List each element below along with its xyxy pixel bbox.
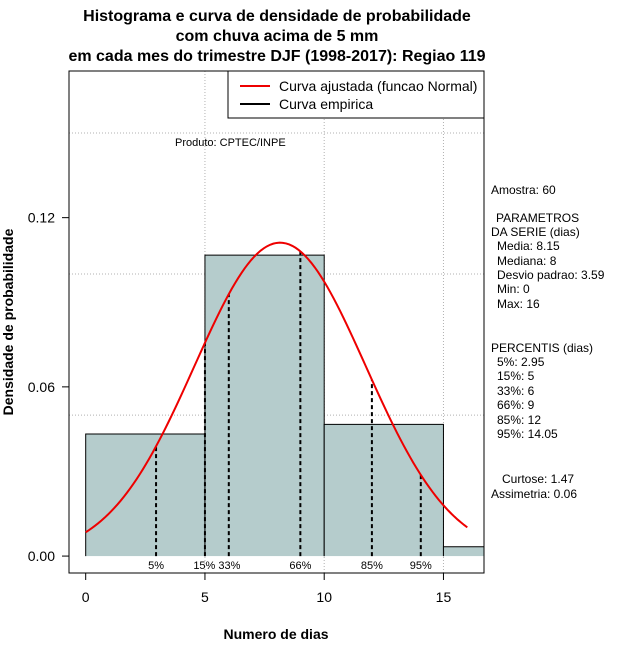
percentile-label: 5% xyxy=(148,560,164,572)
stat-curtose: Curtose: 1.47 xyxy=(502,472,574,486)
x-tick-label: 10 xyxy=(316,589,332,605)
percentile-label: 95% xyxy=(410,560,432,572)
x-tick-label: 5 xyxy=(201,589,209,605)
histogram-bar xyxy=(204,255,325,557)
y-tick-label: 0.06 xyxy=(28,379,55,395)
percentile-label: 15% 33% xyxy=(193,560,240,572)
stat-param-header-1: PARAMETROS xyxy=(496,211,579,225)
stat-perc-header: PERCENTIS (dias) xyxy=(491,341,593,355)
stat-p33: 33%: 6 xyxy=(497,384,535,398)
percentile-labels-layer: 5% 15% 33% 66% 85% 95% xyxy=(148,560,432,572)
stat-amostra: Amostra: 60 xyxy=(491,183,556,197)
stat-media: Media: 8.15 xyxy=(497,239,560,253)
percentile-label: 85% xyxy=(361,560,383,572)
product-annotation: Produto: CPTEC/INPE xyxy=(175,137,286,149)
histogram-bar-outline xyxy=(323,423,444,557)
stat-p5: 5%: 2.95 xyxy=(497,355,545,369)
y-axis-title: Densidade de probabilidade xyxy=(0,228,16,415)
percentile-label: 66% xyxy=(289,560,311,572)
stat-min: Min: 0 xyxy=(497,282,530,296)
stat-p66: 66%: 9 xyxy=(497,398,535,412)
stat-p95: 95%: 14.05 xyxy=(497,427,558,441)
legend: Curva ajustada (funcao Normal) Curva emp… xyxy=(227,70,485,119)
axes-layer: 0 5 10 15 0.00 0.06 0.12 xyxy=(28,210,452,605)
chart-title-line-1: Histograma e curva de densidade de proba… xyxy=(83,8,471,25)
percentile-lines-layer xyxy=(155,251,422,557)
stats-panel: Amostra: 60 PARAMETROS DA SERIE (dias) M… xyxy=(491,183,605,501)
x-tick-label: 15 xyxy=(436,589,452,605)
stat-p15: 15%: 5 xyxy=(497,369,535,383)
stat-desvio: Desvio padrao: 3.59 xyxy=(497,268,605,282)
stat-param-header-2: DA SERIE (dias) xyxy=(491,225,580,239)
chart-title-line-3: em cada mes do trimestre DJF (1998-2017)… xyxy=(68,48,485,65)
legend-box xyxy=(227,70,485,119)
y-tick-label: 0.12 xyxy=(28,210,55,226)
stat-assimetria: Assimetria: 0.06 xyxy=(491,487,577,501)
legend-label-empirical: Curva empirica xyxy=(279,96,373,112)
stat-p85: 85%: 12 xyxy=(497,413,541,427)
stat-max: Max: 16 xyxy=(497,297,540,311)
stat-mediana: Mediana: 8 xyxy=(497,254,557,268)
histogram-bar xyxy=(85,433,205,557)
chart-title-line-2: com chuva acima de 5 mm xyxy=(176,28,379,45)
y-tick-label: 0.00 xyxy=(28,548,55,564)
histogram-bar-outline xyxy=(442,546,484,557)
histogram-bar xyxy=(443,546,484,557)
x-axis-title: Numero de dias xyxy=(223,626,328,642)
normal-fit-curve xyxy=(85,241,468,534)
histogram-bar xyxy=(324,424,444,557)
x-tick-label: 0 xyxy=(82,589,90,605)
legend-label-fit: Curva ajustada (funcao Normal) xyxy=(279,78,477,94)
curve-layer xyxy=(85,241,468,534)
bars-layer xyxy=(85,254,484,557)
